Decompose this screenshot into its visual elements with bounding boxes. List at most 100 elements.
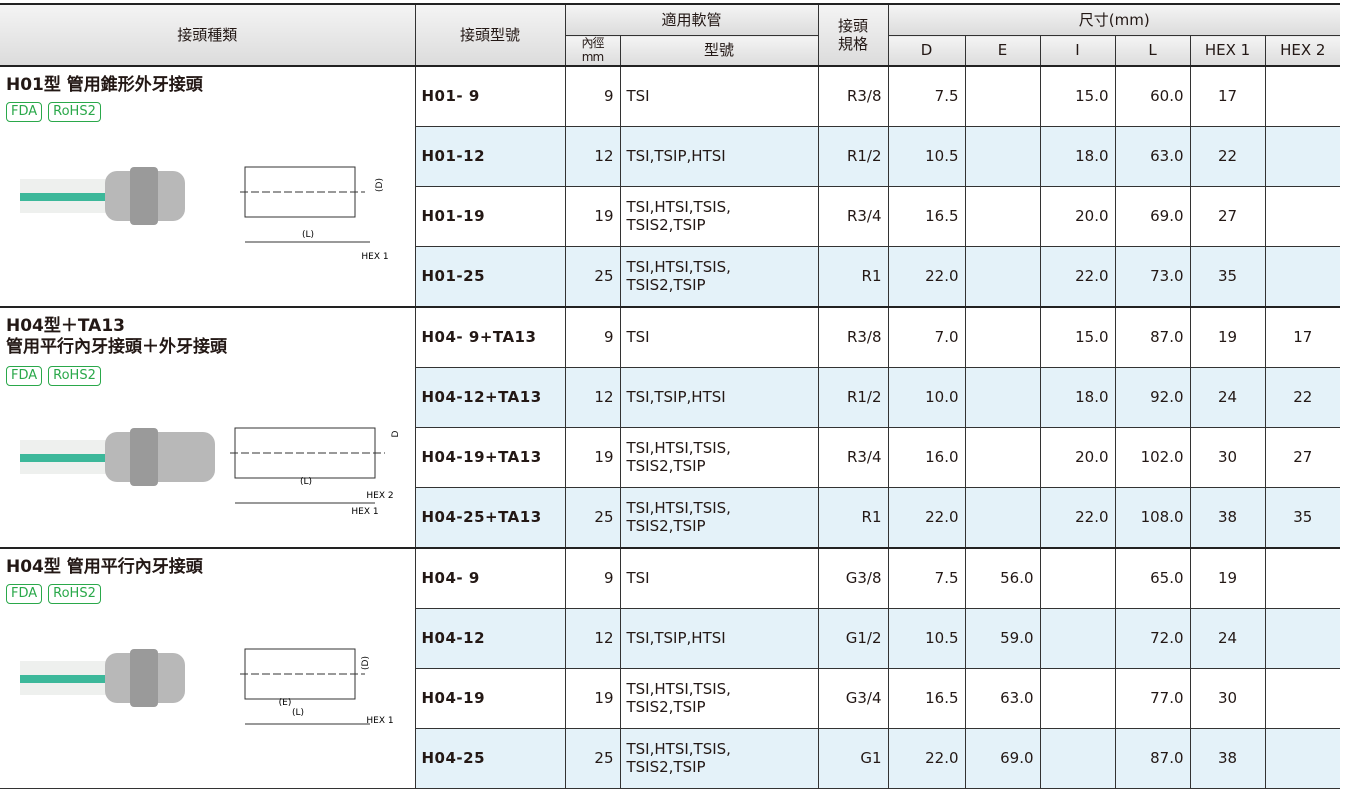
table-cell: 27 [1264,426,1341,488]
diagram-label: D [391,430,401,437]
table-cell: TSI,TSIP,HTSI [619,366,819,428]
table-cell [1264,667,1341,729]
header-cell: 接頭型號 [414,3,566,67]
table-cell: 15.0 [1039,305,1116,368]
table-cell [964,486,1041,549]
badge: FDA [6,365,43,386]
table-cell: 22.0 [887,245,966,308]
table-cell: 92.0 [1114,366,1191,428]
table-cell: H04-25 [414,727,566,789]
table-cell: H01-19 [414,185,566,247]
hose-stripe [20,192,110,201]
table-cell: 24 [1189,607,1266,669]
table-cell: 22 [1189,125,1266,187]
diagram-label: (E) [279,698,292,708]
table-cell: TSI,HTSI,TSIS, TSIS2,TSIP [619,727,819,789]
table-cell: 77.0 [1114,667,1191,729]
table-cell: TSI,HTSI,TSIS, TSIS2,TSIP [619,426,819,488]
group-cell: (D) (L) HEX 1 H01型 管用錐形外牙接頭 FDA RoHS2 [0,64,416,308]
table-row: H04-25 25 TSI,HTSI,TSIS, TSIS2,TSIP G1 22.0 6… [0,727,1341,789]
table-cell: H01- 9 [414,64,566,127]
table-cell: 69.0 [1114,185,1191,247]
table-cell: 10.5 [887,607,966,669]
table-cell: 15.0 [1039,64,1116,127]
table-cell: 108.0 [1114,486,1191,549]
table-row: H04-19+TA13 19 TSI,HTSI,TSIS, TSIS2,TSIP R3… [0,426,1341,488]
table-cell: G1/2 [817,607,889,669]
table-cell [1039,607,1116,669]
page: {"header": {"group": "接頭種類", "model": "接… [0,3,1357,789]
table-cell: 25 [564,486,621,549]
table-cell: R1/2 [817,366,889,428]
table-cell: H04-19+TA13 [414,426,566,488]
diagram-label: (D) [361,656,371,670]
table-cell: 7.5 [887,546,966,609]
group-diagram: D (L) HEX 2 HEX 1 [20,427,401,517]
header-cell: 接頭 規格 [817,3,889,67]
group-box: (D) (L) HEX 1 H01型 管用錐形外牙接頭 FDA RoHS2 [0,67,415,305]
table-cell: 12 [564,607,621,669]
header-cell: 接頭種類 [0,3,416,67]
table-cell: R3/8 [817,64,889,127]
table-cell: 17 [1264,305,1341,368]
table-cell: 22.0 [887,727,966,789]
table-cell: 22.0 [1039,486,1116,549]
diagram-label: HEX 1 [351,507,378,517]
table-cell: G3/8 [817,546,889,609]
table-cell [1039,667,1116,729]
table-cell [964,185,1041,247]
badges: FDA RoHS2 [6,365,101,386]
table-cell: 69.0 [964,727,1041,789]
table-cell: H04-12 [414,607,566,669]
table-cell: 16.5 [887,185,966,247]
table-cell: R1 [817,486,889,549]
header-cell: D [887,34,966,67]
table-cell: 12 [564,366,621,428]
table-cell: 38 [1189,727,1266,789]
table-cell: TSI [619,64,819,127]
group-title: H01型 管用錐形外牙接頭 [6,74,203,95]
table-cell: 27 [1189,185,1266,247]
table-cell [964,426,1041,488]
table-cell: 65.0 [1114,546,1191,609]
table-cell: R3/4 [817,185,889,247]
diagram-label: (D) [375,178,385,192]
table-cell [1264,185,1341,247]
group-title: H04型＋TA13 管用平行內牙接頭＋外牙接頭 [6,315,227,358]
table-cell: TSI,TSIP,HTSI [619,607,819,669]
table-cell: 9 [564,64,621,127]
group-cell: D (L) HEX 2 HEX 1 H04型＋TA13 管用平行內牙接頭＋外牙接頭 FDA… [0,305,416,549]
table-cell: 60.0 [1114,64,1191,127]
diagram-label: HEX 2 [366,491,393,501]
table-cell: 63.0 [1114,125,1191,187]
table-cell: 20.0 [1039,185,1116,247]
table-cell [964,245,1041,308]
table-cell: 24 [1189,366,1266,428]
table-cell: 20.0 [1039,426,1116,488]
table-cell [1264,125,1341,187]
table-cell: 30 [1189,667,1266,729]
table-cell: 19 [564,426,621,488]
table-cell [1264,546,1341,609]
badge: FDA [6,583,43,604]
badge: RoHS2 [48,101,101,122]
header-cell: 內徑mm [564,34,621,67]
table-row: D (L) HEX 2 HEX 1 H04型＋TA13 管用平行內牙接頭＋外牙接頭 FDA… [0,305,1341,549]
table-cell: 7.0 [887,305,966,368]
badges: FDA RoHS2 [6,101,101,122]
table-cell: H04- 9 [414,546,566,609]
table-cell: G3/4 [817,667,889,729]
group-box: D (L) HEX 2 HEX 1 H04型＋TA13 管用平行內牙接頭＋外牙接頭 FDA… [0,308,415,546]
header-cell: HEX 1 [1189,34,1266,67]
table-cell [964,305,1041,368]
fitting-hex [130,166,158,225]
table-cell: H04- 9+TA13 [414,305,566,368]
table-cell [1264,64,1341,127]
group-title: H04型 管用平行內牙接頭 [6,556,203,577]
table-cell: 73.0 [1114,245,1191,308]
table-cell [964,64,1041,127]
diagram-label: HEX 1 [361,252,388,262]
table-cell: H04-19 [414,667,566,729]
table-cell: 12 [564,125,621,187]
